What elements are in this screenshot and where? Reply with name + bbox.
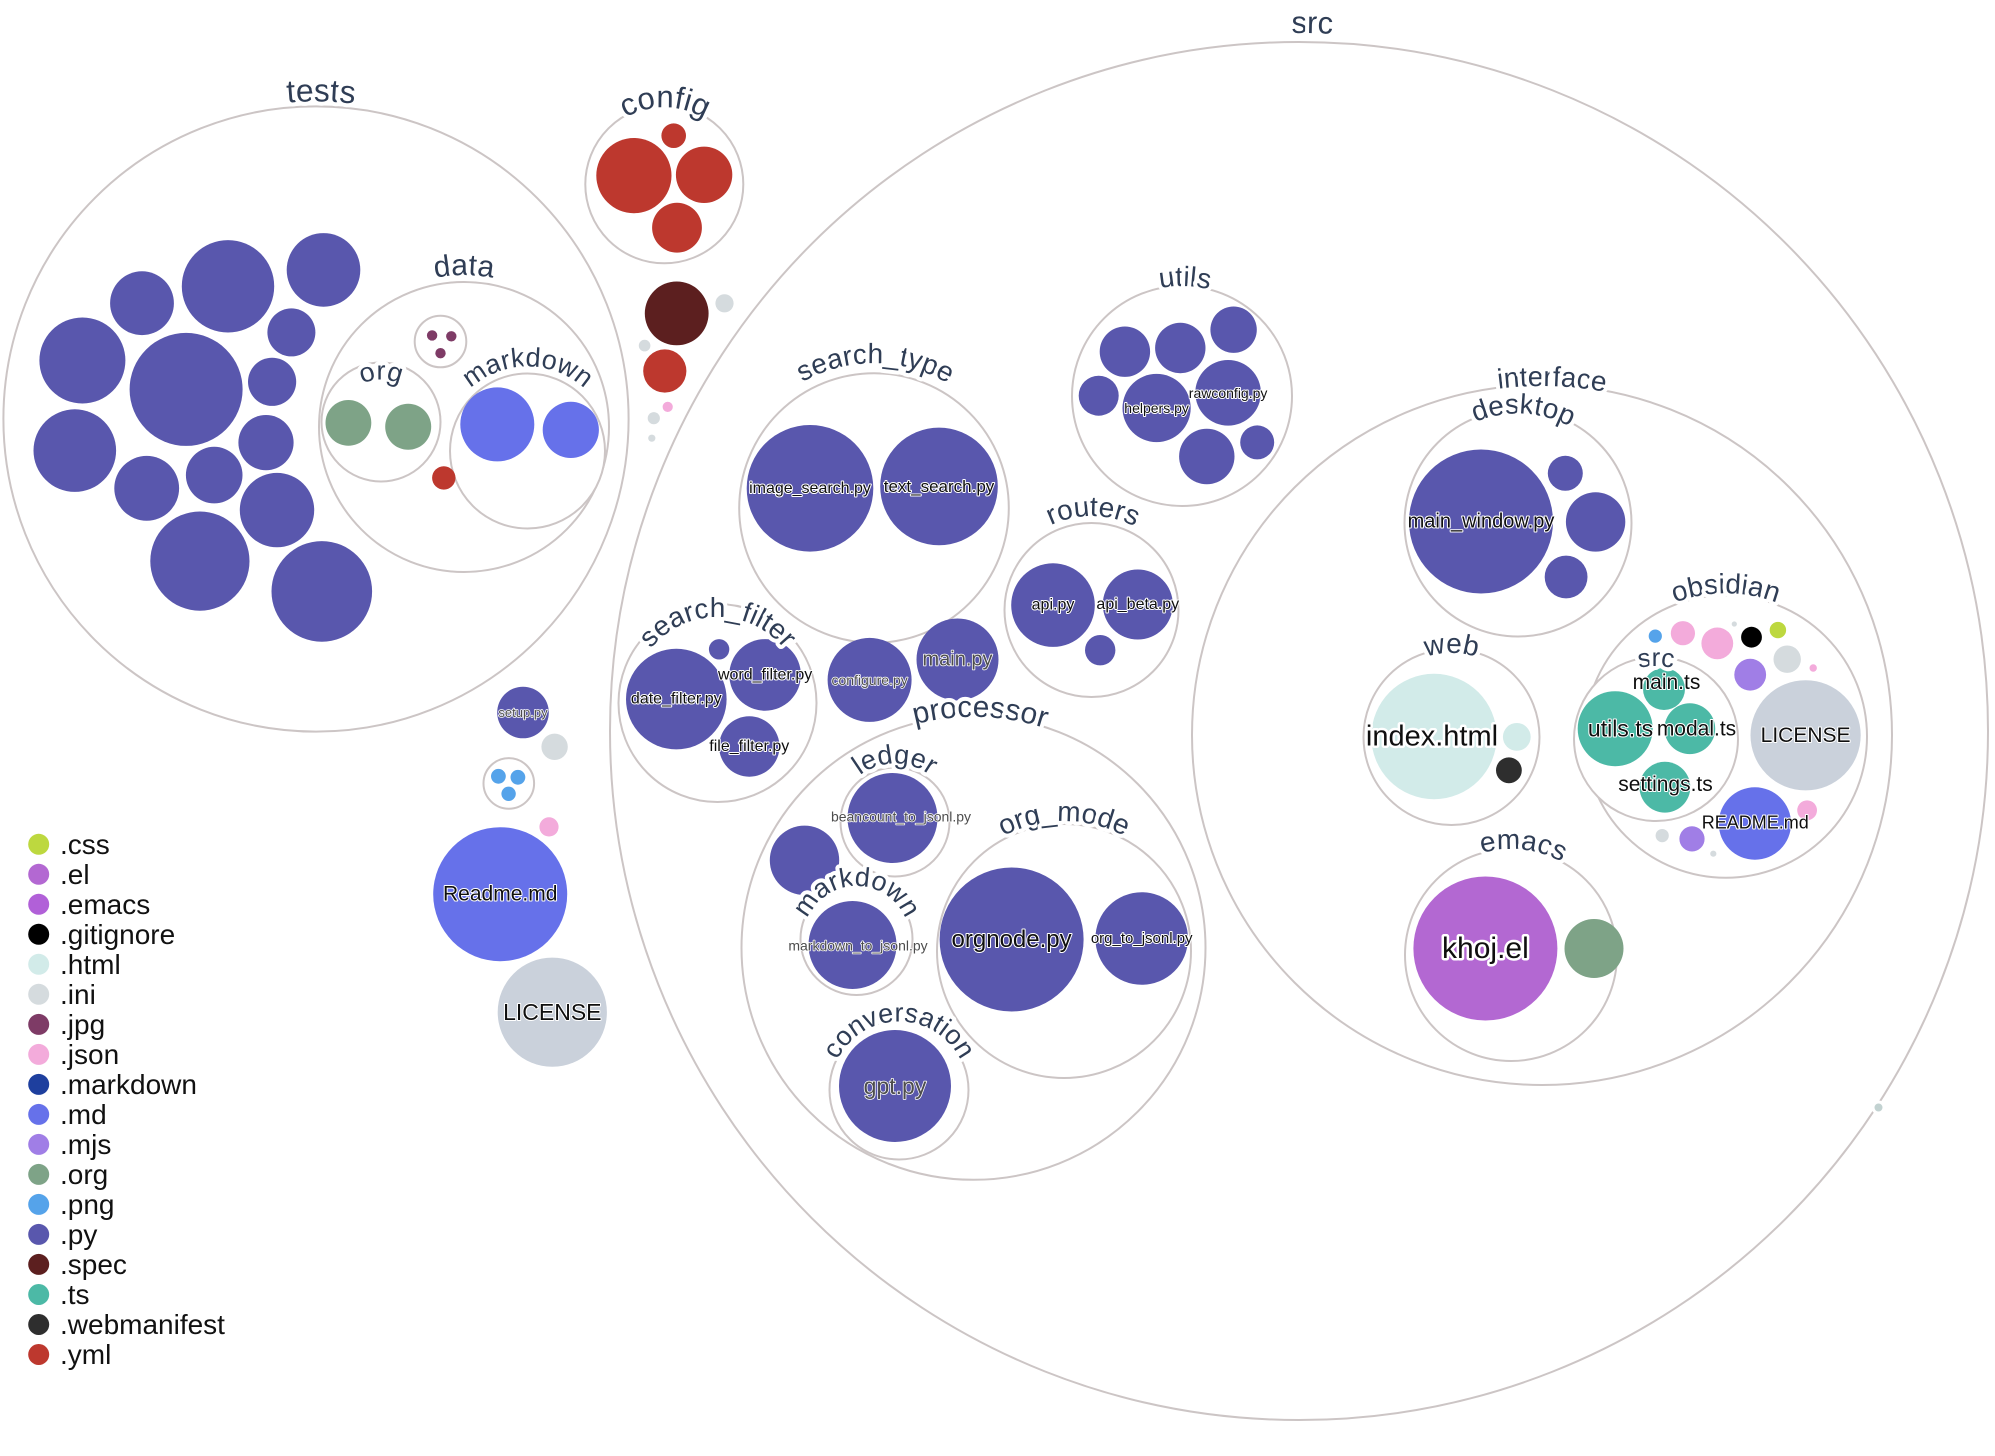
svg-text:beancount_to_jsonl.py: beancount_to_jsonl.py (831, 809, 971, 825)
svg-text:tests: tests (285, 72, 357, 110)
svg-text:image_search.py: image_search.py (749, 480, 871, 497)
svg-text:.ts: .ts (60, 1279, 90, 1310)
svg-text:README.md: README.md (1702, 813, 1809, 833)
svg-text:api.py: api.py (1032, 597, 1075, 614)
svg-text:.spec: .spec (60, 1249, 127, 1280)
svg-text:setup.py: setup.py (498, 705, 548, 720)
svg-text:LICENSE: LICENSE (1761, 724, 1851, 747)
svg-text:.org: .org (60, 1159, 108, 1190)
svg-text:org_to_jsonl.py: org_to_jsonl.py (1091, 930, 1193, 947)
svg-text:khoj.el: khoj.el (1442, 932, 1529, 965)
svg-text:.html: .html (60, 949, 121, 980)
svg-text:.webmanifest: .webmanifest (60, 1309, 225, 1340)
svg-text:helpers.py: helpers.py (1124, 400, 1189, 416)
svg-text:web: web (1420, 628, 1482, 663)
svg-text:.png: .png (60, 1189, 115, 1220)
svg-text:.py: .py (60, 1219, 97, 1250)
svg-text:orgnode.py: orgnode.py (952, 926, 1072, 953)
svg-text:Readme.md: Readme.md (443, 883, 557, 906)
svg-text:utils.ts: utils.ts (1588, 716, 1653, 742)
svg-text:rawconfig.py: rawconfig.py (1189, 385, 1268, 401)
svg-text:markdown_to_jsonl.py: markdown_to_jsonl.py (788, 938, 927, 954)
svg-text:index.html: index.html (1366, 721, 1498, 753)
svg-text:.json: .json (60, 1039, 119, 1070)
svg-text:.emacs: .emacs (60, 889, 150, 920)
svg-text:main.ts: main.ts (1633, 671, 1701, 694)
svg-text:src: src (1291, 5, 1333, 41)
svg-text:LICENSE: LICENSE (503, 999, 601, 1025)
svg-text:org: org (355, 355, 406, 389)
svg-text:main_window.py: main_window.py (1408, 511, 1555, 533)
svg-text:.gitignore: .gitignore (60, 919, 175, 950)
svg-text:src: src (1635, 642, 1676, 674)
svg-text:.el: .el (60, 859, 90, 890)
svg-text:file_filter.py: file_filter.py (709, 738, 789, 755)
svg-text:.css: .css (60, 829, 110, 860)
svg-text:.mjs: .mjs (60, 1129, 111, 1160)
svg-text:.md: .md (60, 1099, 107, 1130)
svg-text:modal.ts: modal.ts (1657, 718, 1736, 741)
svg-text:gpt.py: gpt.py (864, 1073, 927, 1099)
svg-text:data: data (431, 249, 496, 285)
svg-text:utils: utils (1157, 261, 1214, 295)
svg-text:.markdown: .markdown (60, 1069, 197, 1100)
svg-text:.jpg: .jpg (60, 1009, 105, 1040)
svg-text:text_search.py: text_search.py (884, 477, 995, 496)
svg-text:configure.py: configure.py (831, 672, 907, 688)
svg-text:.ini: .ini (60, 979, 96, 1010)
svg-text:.yml: .yml (60, 1339, 111, 1370)
svg-text:word_filter.py: word_filter.py (717, 666, 812, 683)
svg-text:settings.ts: settings.ts (1618, 773, 1713, 796)
svg-text:main.py: main.py (922, 649, 992, 671)
svg-text:api_beta.py: api_beta.py (1096, 596, 1179, 613)
svg-text:date_filter.py: date_filter.py (631, 691, 722, 708)
